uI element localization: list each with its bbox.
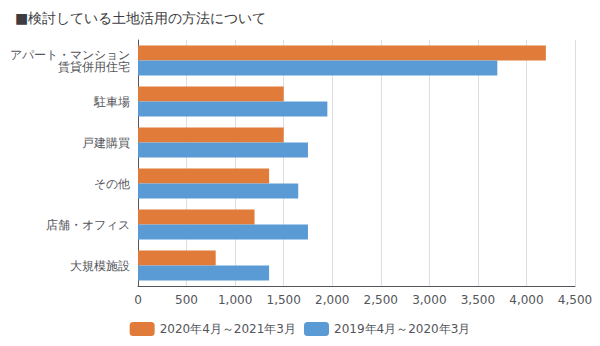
svg-text:大規模施設: 大規模施設 bbox=[70, 259, 130, 273]
svg-text:1,000: 1,000 bbox=[218, 293, 252, 307]
svg-text:■検討している土地活用の方法について: ■検討している土地活用の方法について bbox=[15, 10, 266, 26]
svg-text:4,500: 4,500 bbox=[558, 293, 592, 307]
svg-text:4,000: 4,000 bbox=[509, 293, 543, 307]
svg-text:3,000: 3,000 bbox=[412, 293, 446, 307]
svg-text:2020年4月～2021年3月: 2020年4月～2021年3月 bbox=[160, 322, 296, 336]
svg-text:2,000: 2,000 bbox=[315, 293, 349, 307]
svg-text:500: 500 bbox=[175, 293, 198, 307]
svg-text:2,500: 2,500 bbox=[364, 293, 398, 307]
svg-text:店舗・オフィス: 店舗・オフィス bbox=[46, 218, 130, 232]
svg-text:3,500: 3,500 bbox=[461, 293, 495, 307]
svg-text:2019年4月～2020年3月: 2019年4月～2020年3月 bbox=[334, 322, 470, 336]
svg-text:0: 0 bbox=[134, 293, 142, 307]
svg-text:戸建購買: 戸建購買 bbox=[82, 136, 130, 150]
svg-text:1,500: 1,500 bbox=[266, 293, 300, 307]
svg-text:賃貸併用住宅: 賃貸併用住宅 bbox=[58, 60, 130, 74]
svg-text:アパート・マンション: アパート・マンション bbox=[10, 47, 130, 62]
svg-text:その他: その他 bbox=[94, 177, 130, 191]
svg-text:駐車場: 駐車場 bbox=[93, 95, 130, 109]
